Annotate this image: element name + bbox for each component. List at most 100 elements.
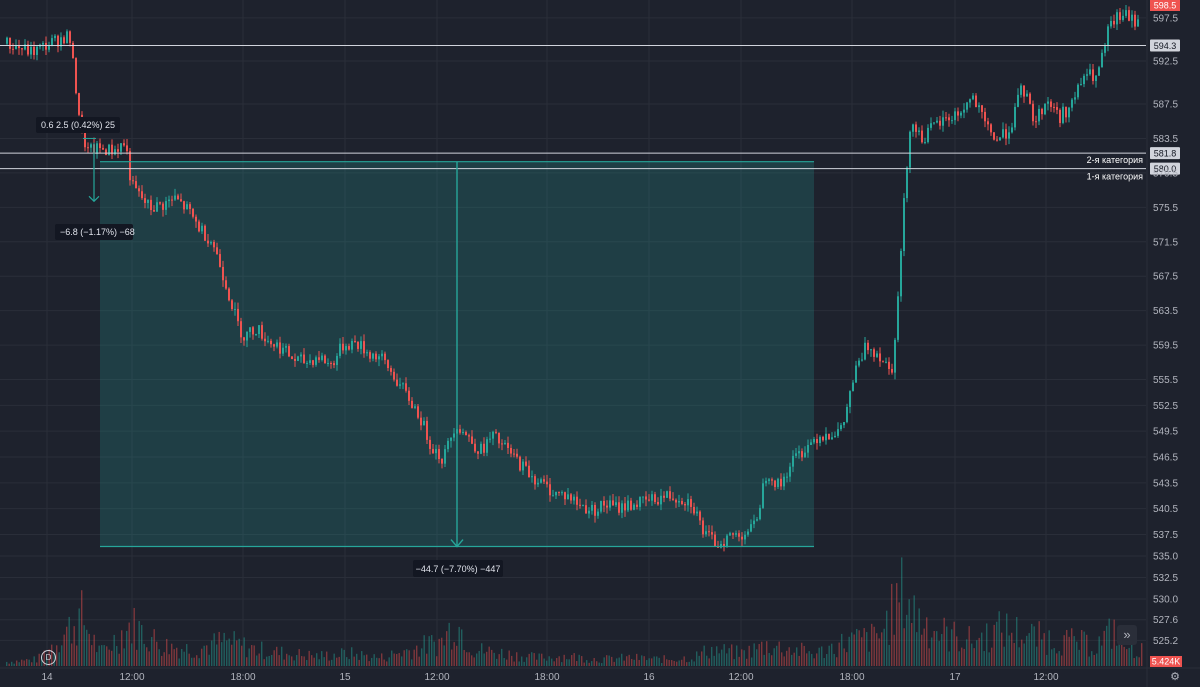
volume-bar	[808, 651, 810, 666]
volume-bar	[226, 640, 228, 666]
interval-badge[interactable]: D	[41, 650, 56, 665]
volume-bar	[698, 655, 700, 666]
volume-bar	[278, 655, 280, 666]
candle-body	[486, 439, 488, 453]
volume-bar	[1136, 656, 1138, 666]
candle-body	[981, 105, 983, 112]
level-price-badge	[1150, 39, 1180, 52]
price-tick-label: 597.5	[1153, 13, 1178, 24]
volume-bar	[776, 645, 778, 666]
volume-bar	[16, 660, 18, 666]
candle-body	[669, 491, 671, 499]
measure-label-box	[55, 224, 133, 240]
candle-body	[549, 484, 551, 496]
price-tick-label: 592.5	[1153, 56, 1178, 67]
measure-tools[interactable]: 0.6 2.5 (0.42%) 25 −6.8 (−1.17%) −68 −44.7…	[36, 117, 814, 577]
candle-body	[999, 137, 1001, 141]
volume-bar	[431, 635, 433, 666]
volume-bar	[261, 641, 263, 666]
volume-bar	[518, 661, 520, 666]
price-tick-label: 552.5	[1153, 401, 1178, 412]
volume-bar	[853, 634, 855, 666]
volume-bar	[158, 649, 160, 666]
scroll-to-realtime-button[interactable]: »	[1117, 625, 1137, 645]
gear-icon[interactable]: ⚙	[1170, 671, 1180, 683]
candle-body	[99, 143, 101, 149]
candle-body	[1071, 99, 1073, 108]
candle-body	[426, 420, 428, 440]
volume-bar	[378, 658, 380, 666]
volume-bar	[408, 650, 410, 666]
candle-body	[321, 355, 323, 360]
candle-body	[519, 456, 521, 471]
volume-bar	[653, 656, 655, 666]
volume-bar	[978, 637, 980, 666]
time-axis[interactable]: 14 12:00 18:00 15 12:00 18:00 16 12:00 18:00 17 12…	[0, 667, 1200, 683]
candle-body	[156, 202, 158, 212]
volume-bar	[218, 631, 220, 666]
volume-bar	[981, 632, 983, 666]
price-axis[interactable]: 597.5 592.5 587.5 583.5 579.5 575.5 571.5 567.5…	[1146, 0, 1182, 687]
volume-bar	[258, 653, 260, 666]
candle-body	[852, 382, 854, 392]
volume-bar	[166, 638, 168, 666]
candle-body	[1131, 14, 1133, 21]
horizontal-levels[interactable]: 594.3 2-я категория 581.8 1-я категория 580.…	[0, 39, 1180, 182]
level-price-badge	[1150, 162, 1180, 175]
volume-bar	[918, 608, 920, 666]
volume-bar	[803, 645, 805, 666]
volume-bar	[76, 645, 78, 666]
volume-bar	[526, 657, 528, 666]
volume-bar	[888, 644, 890, 666]
volume-bar	[591, 661, 593, 666]
candle-body	[636, 504, 638, 507]
candle-body	[906, 167, 908, 199]
candle-body	[411, 400, 413, 408]
candle-body	[27, 44, 29, 55]
last-price-badge	[1150, 0, 1180, 11]
candle-body	[978, 105, 980, 108]
candle-body	[579, 504, 581, 506]
volume-bar	[651, 658, 653, 666]
volume-bar	[533, 653, 535, 666]
volume-bar	[81, 590, 83, 666]
double-chevron-right-icon: »	[1123, 627, 1131, 642]
candle-body	[675, 499, 677, 503]
candle-body	[189, 204, 191, 209]
volume-bar	[663, 655, 665, 666]
candle-body	[351, 340, 353, 350]
volume-bar	[726, 653, 728, 666]
price-tick-label: 527.6	[1153, 615, 1178, 626]
volume-bar	[1083, 631, 1085, 666]
volume-bar	[838, 642, 840, 666]
candle-body	[54, 35, 56, 39]
volume-bar	[643, 656, 645, 666]
candle-body	[42, 42, 44, 45]
volume-bar	[846, 652, 848, 666]
volume-bar	[1091, 651, 1093, 666]
volume-bar	[671, 660, 673, 666]
volume-bar	[1058, 651, 1060, 666]
volume-bar	[423, 635, 425, 666]
volume-bar	[68, 616, 70, 666]
volume-bar	[901, 557, 903, 666]
candle-body	[348, 346, 350, 350]
volume-bar	[908, 599, 910, 666]
volume-bar	[1066, 629, 1068, 666]
volume-bar	[756, 649, 758, 666]
volume-bar	[208, 654, 210, 666]
volume-bar	[873, 626, 875, 666]
volume-bar	[823, 658, 825, 666]
candle-body	[495, 431, 497, 433]
volume-bar	[306, 660, 308, 666]
candle-body	[258, 325, 260, 335]
volume-bar	[733, 659, 735, 666]
volume-bar	[1068, 636, 1070, 666]
candle-body	[813, 439, 815, 443]
time-tick-label: 12:00	[1033, 672, 1058, 683]
volume-bar	[628, 654, 630, 666]
candle-body	[762, 483, 764, 508]
candle-body	[1044, 103, 1046, 115]
candle-body	[843, 422, 845, 426]
